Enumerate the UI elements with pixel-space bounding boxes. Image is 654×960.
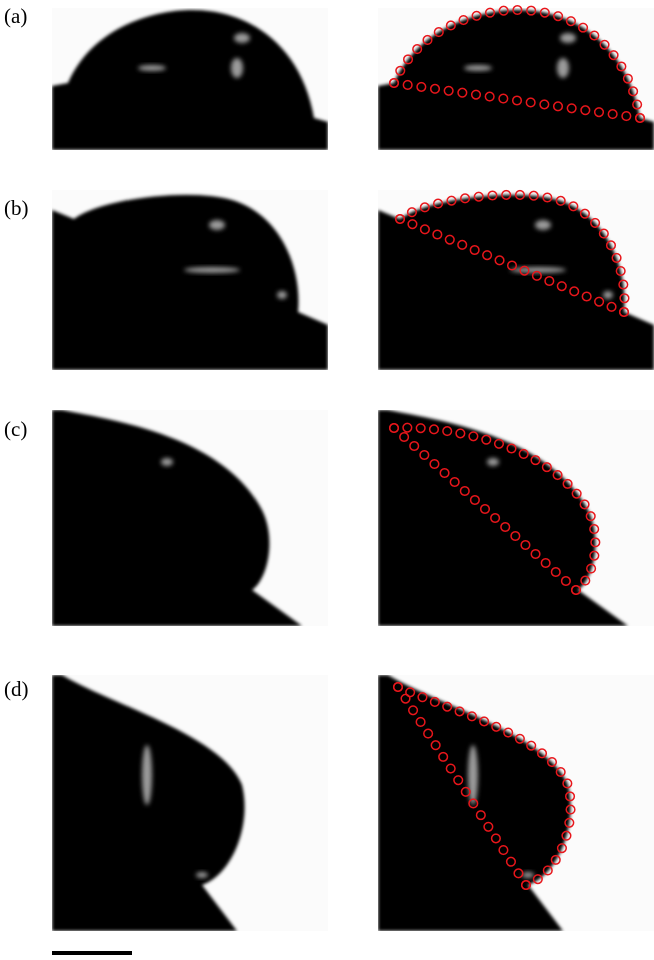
- photo: [378, 675, 654, 931]
- photo-content: [52, 675, 328, 931]
- reflection: [161, 458, 173, 466]
- photo: [52, 675, 328, 931]
- photo-content: [378, 410, 654, 626]
- panel-label: (a): [4, 4, 27, 28]
- panel-label: (d): [4, 677, 29, 701]
- figure: (a) (b) (c) (d): [0, 0, 654, 960]
- reflection: [464, 65, 492, 71]
- reflection: [142, 745, 152, 805]
- reflection: [487, 458, 499, 466]
- reflection: [277, 291, 287, 299]
- reflection: [557, 58, 569, 78]
- reflection: [535, 220, 551, 230]
- panels: [52, 6, 654, 931]
- photo-content: [52, 410, 328, 626]
- photo-content: [378, 8, 654, 150]
- reflection: [560, 33, 576, 43]
- photo: [378, 6, 654, 150]
- reflection: [138, 65, 166, 71]
- reflection: [234, 33, 250, 43]
- reflection: [184, 267, 240, 273]
- photo-content: [52, 190, 328, 370]
- reflection: [603, 291, 613, 299]
- photo: [52, 190, 328, 370]
- photo: [52, 410, 328, 626]
- photo: [52, 8, 328, 150]
- photo-content: [378, 190, 654, 370]
- panel-label: (b): [4, 196, 29, 220]
- photo-content: [378, 675, 654, 931]
- reflection: [196, 872, 208, 878]
- reflection: [468, 745, 478, 805]
- reflection: [209, 220, 225, 230]
- photo: [378, 190, 654, 370]
- panel-label: (c): [4, 417, 27, 441]
- reflection: [522, 872, 534, 878]
- photo: [378, 410, 654, 626]
- photo-content: [52, 8, 328, 150]
- reflection: [231, 58, 243, 78]
